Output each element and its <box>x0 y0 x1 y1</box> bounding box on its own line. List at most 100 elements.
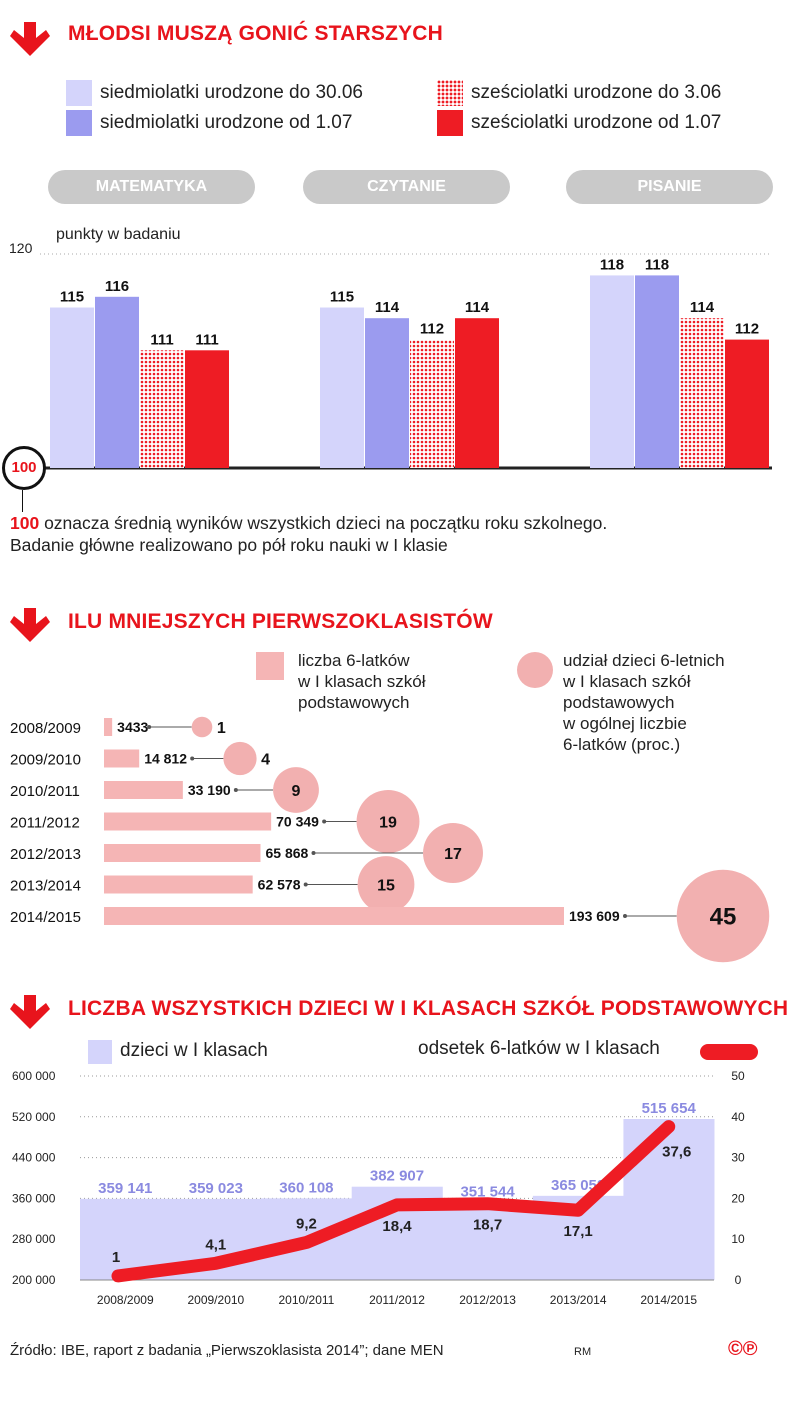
share-bubble <box>273 767 319 813</box>
y-tick-label: 200 000 <box>12 1273 56 1287</box>
share-label: 19 <box>379 814 397 831</box>
children-value-label: 351 544 <box>460 1184 515 1201</box>
share-label: 9 <box>292 783 301 800</box>
y2-tick-label: 20 <box>731 1191 745 1205</box>
x-tick-label: 2014/2015 <box>640 1293 697 1307</box>
connector-dot <box>322 819 327 824</box>
y-tick-label: 520 000 <box>12 1110 56 1124</box>
y2-tick-label: 10 <box>731 1232 745 1246</box>
bar-value-label: 118 <box>600 256 624 273</box>
children-value-label: 382 907 <box>370 1168 424 1185</box>
y2-tick-label: 50 <box>731 1069 745 1083</box>
legend-circle-label: udział dzieci 6-letnich w I klasach szkó… <box>563 650 725 755</box>
connector-dot <box>623 914 627 918</box>
share-label: 1 <box>217 720 226 737</box>
section2-title: ILU MNIEJSZYCH PIERWSZOKLASISTÓW <box>68 610 493 633</box>
source-note: Źródło: IBE, raport z badania „Pierwszok… <box>10 1342 444 1359</box>
legend-label: siedmiolatki urodzone do 30.06 <box>100 82 364 103</box>
score-bar <box>365 318 409 468</box>
x-tick-label: 2008/2009 <box>97 1293 154 1307</box>
count-label: 33 190 <box>188 782 231 798</box>
x-tick-label: 2009/2010 <box>187 1293 244 1307</box>
legend-bar-swatch <box>256 652 284 680</box>
count-bar <box>104 875 253 894</box>
y-tick-label: 280 000 <box>12 1232 56 1246</box>
y2-tick-label: 30 <box>731 1151 745 1165</box>
bar-value-label: 111 <box>150 331 173 348</box>
count-bar <box>104 907 564 925</box>
x-tick-label: 2012/2013 <box>459 1293 516 1307</box>
legend-label: sześciolatki urodzone od 1.07 <box>471 112 722 133</box>
score-bar <box>95 296 139 468</box>
share-bubble <box>423 823 483 883</box>
score-bar <box>50 307 94 468</box>
count-label: 65 868 <box>265 845 308 861</box>
year-label: 2013/2014 <box>10 878 81 895</box>
children-value-label: 515 654 <box>642 1100 697 1117</box>
children-bar <box>442 1202 534 1280</box>
percentage-line <box>111 1120 676 1283</box>
bar-value-label: 112 <box>735 321 759 338</box>
arrow-down-icon <box>10 608 50 642</box>
bar-value-label: 118 <box>645 256 669 273</box>
connector-dot <box>190 756 195 761</box>
note-line2: Badanie główne realizowano po pół roku n… <box>10 535 448 555</box>
percentage-label: 37,6 <box>662 1144 691 1161</box>
count-bar <box>104 781 183 799</box>
bar-value-label: 111 <box>195 331 218 348</box>
y2-tick-label: 0 <box>735 1273 742 1287</box>
share-label: 45 <box>710 904 737 931</box>
year-label: 2012/2013 <box>10 846 81 863</box>
score-bar <box>410 339 454 468</box>
share-bubble <box>676 869 770 963</box>
x-tick-label: 2013/2014 <box>550 1293 607 1307</box>
category-pill-czytanie: CZYTANIE <box>303 170 510 204</box>
percentage-label: 4,1 <box>205 1236 226 1253</box>
year-label: 2014/2015 <box>10 909 81 926</box>
category-pill-matematyka: MATEMATYKA <box>48 170 255 204</box>
legend-swatch <box>437 110 463 136</box>
y2-tick-label: 40 <box>731 1110 745 1124</box>
percentage-label: 9,2 <box>296 1215 317 1232</box>
x-tick-label: 2010/2011 <box>279 1293 335 1307</box>
score-bar <box>680 318 724 468</box>
bar-value-label: 114 <box>375 299 400 316</box>
percentage-label: 18,4 <box>382 1218 412 1235</box>
connector-dot <box>303 882 308 887</box>
count-label: 14 812 <box>144 751 187 767</box>
y-tick-label: 360 000 <box>12 1191 56 1205</box>
legend-line-label: odsetek 6-latków w I klasach <box>418 1038 660 1059</box>
percentage-label: 17,1 <box>564 1223 593 1240</box>
percentage-label: 1 <box>112 1249 120 1266</box>
legend-line: w I klasach szkół <box>563 672 691 691</box>
count-bar <box>104 812 272 831</box>
score-bar <box>590 275 634 468</box>
bar-value-label: 112 <box>420 321 444 338</box>
y-tick-label: 600 000 <box>12 1069 56 1083</box>
share-label: 4 <box>261 751 270 768</box>
year-label: 2009/2010 <box>10 752 81 769</box>
arrow-down-icon <box>10 995 50 1029</box>
count-bar <box>104 844 261 862</box>
legend-line: w I klasach szkół <box>298 672 426 691</box>
legend-circle-swatch <box>517 652 553 688</box>
children-value-label: 359 141 <box>98 1180 152 1197</box>
legend-swatch <box>437 80 463 106</box>
children-value-label: 360 108 <box>279 1179 333 1196</box>
count-label: 193 609 <box>569 908 620 924</box>
legend-line: udział dzieci 6-letnich <box>563 651 725 670</box>
arrow-down-icon <box>10 22 50 56</box>
y-tick-120: 120 <box>9 240 33 256</box>
note-line1: 100 oznacza średnią wyników wszystkich d… <box>10 513 607 534</box>
score-bar <box>185 350 229 468</box>
percentage-label: 18,7 <box>473 1217 502 1234</box>
count-label: 70 349 <box>276 814 319 830</box>
six-year-olds-chart: 2008/2009 3433 1 2009/2010 14 812 4 2010/2011 3… <box>10 716 770 963</box>
bar-value-label: 115 <box>60 289 84 306</box>
note-highlight: 100 <box>10 513 40 533</box>
count-label: 62 578 <box>258 877 301 893</box>
score-bar <box>725 339 769 468</box>
connector-dot <box>147 725 152 729</box>
legend-swatch <box>66 80 92 106</box>
share-bubble <box>357 856 415 913</box>
